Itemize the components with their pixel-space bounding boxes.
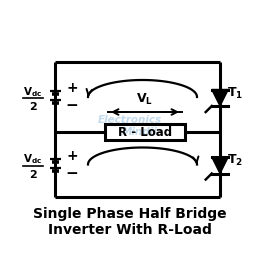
Text: $\mathbf{T_1}$: $\mathbf{T_1}$	[227, 85, 243, 101]
Text: Inverter With R-Load: Inverter With R-Load	[48, 223, 212, 237]
Text: 2: 2	[29, 170, 37, 179]
Polygon shape	[212, 157, 228, 173]
Text: $\mathbf{V_L}$: $\mathbf{V_L}$	[136, 92, 153, 107]
Text: R - Load: R - Load	[118, 125, 172, 139]
Text: $\mathbf{V_{dc}}$: $\mathbf{V_{dc}}$	[23, 85, 43, 99]
Text: −: −	[66, 99, 78, 113]
Text: 2: 2	[29, 102, 37, 112]
Text: Mindii: Mindii	[122, 127, 158, 137]
Text: +: +	[66, 149, 78, 162]
Text: Single Phase Half Bridge: Single Phase Half Bridge	[33, 207, 227, 221]
Text: $\mathbf{V_{dc}}$: $\mathbf{V_{dc}}$	[23, 152, 43, 166]
Text: Electronics: Electronics	[98, 115, 162, 125]
Text: $\mathbf{T_2}$: $\mathbf{T_2}$	[227, 153, 243, 168]
Text: +: +	[66, 81, 78, 95]
Polygon shape	[212, 90, 228, 106]
Text: −: −	[66, 166, 78, 181]
FancyBboxPatch shape	[105, 124, 185, 140]
